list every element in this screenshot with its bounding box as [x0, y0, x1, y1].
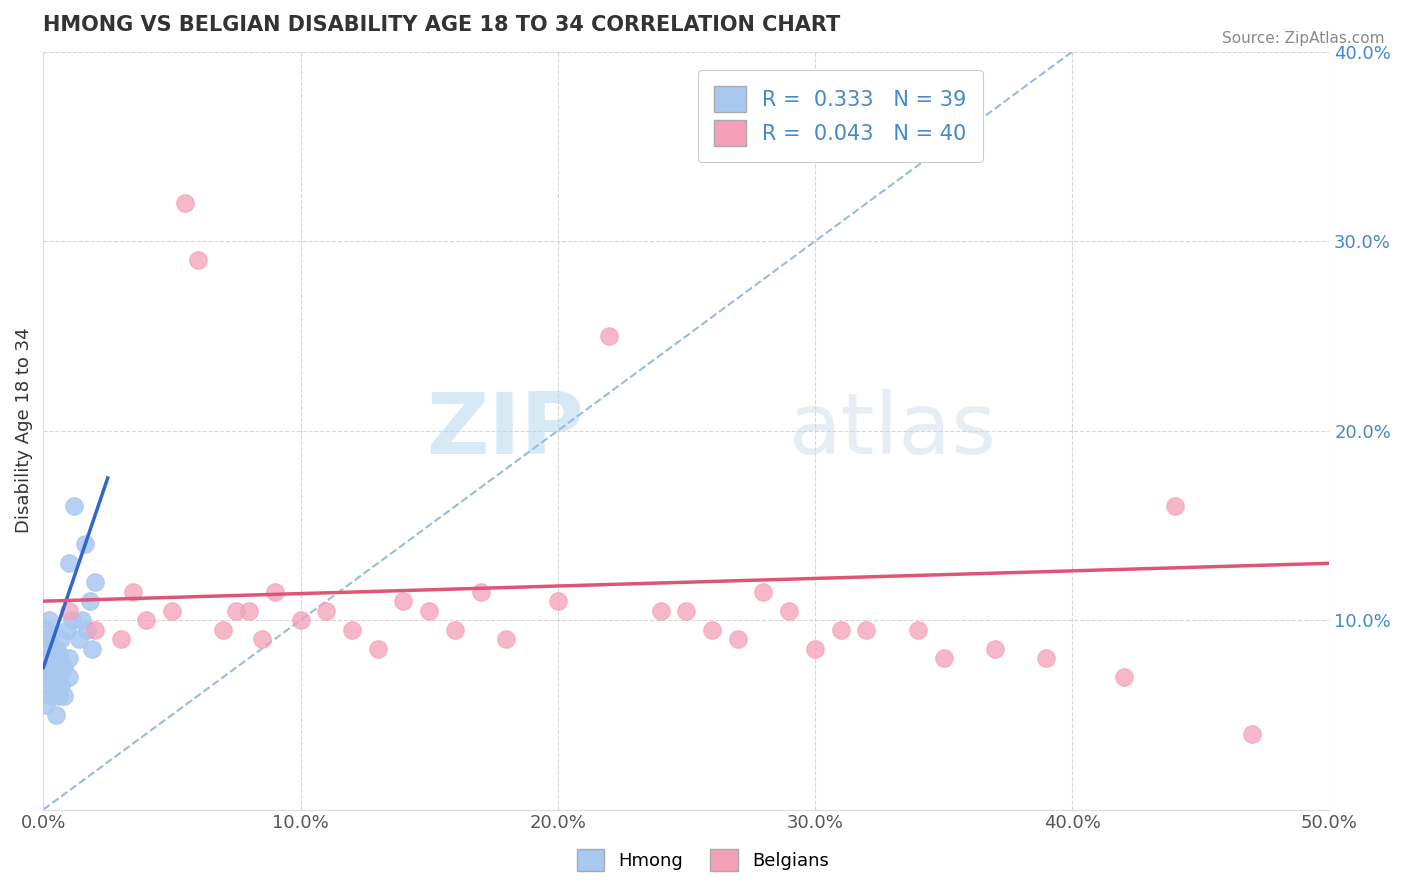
Point [122, 584, 145, 599]
Point [38, 613, 60, 627]
Point [444, 623, 467, 637]
Point [38, 660, 60, 674]
Point [135, 613, 157, 627]
Point [1164, 500, 1187, 514]
Point [547, 594, 569, 608]
Point [290, 613, 312, 627]
Point [67, 632, 90, 646]
Point [907, 623, 929, 637]
Point [35, 698, 58, 713]
Point [263, 584, 285, 599]
Point [470, 584, 492, 599]
Point [45, 707, 67, 722]
Point [53, 660, 76, 674]
Point [315, 604, 337, 618]
Point [70, 613, 93, 627]
Point [45, 641, 67, 656]
Point [51, 632, 73, 646]
Point [79, 594, 101, 608]
Point [58, 604, 80, 618]
Point [39, 670, 62, 684]
Point [250, 632, 273, 646]
Point [598, 329, 620, 343]
Text: Source: ZipAtlas.com: Source: ZipAtlas.com [1222, 31, 1385, 46]
Point [778, 604, 800, 618]
Point [1112, 670, 1135, 684]
Point [38, 680, 60, 694]
Point [932, 651, 955, 665]
Point [650, 604, 672, 618]
Text: HMONG VS BELGIAN DISABILITY AGE 18 TO 34 CORRELATION CHART: HMONG VS BELGIAN DISABILITY AGE 18 TO 34… [44, 15, 841, 35]
Point [804, 641, 827, 656]
Point [73, 537, 96, 551]
Text: atlas: atlas [789, 389, 997, 472]
Point [340, 623, 363, 637]
Point [76, 623, 98, 637]
Point [855, 623, 877, 637]
Point [42, 660, 65, 674]
Point [53, 689, 76, 703]
Point [45, 680, 67, 694]
Legend: Hmong, Belgians: Hmong, Belgians [569, 842, 837, 879]
Point [83, 623, 105, 637]
Point [58, 670, 80, 684]
Point [38, 632, 60, 646]
Point [45, 660, 67, 674]
Point [39, 651, 62, 665]
Point [58, 651, 80, 665]
Point [63, 500, 86, 514]
Point [83, 575, 105, 590]
Point [830, 623, 852, 637]
Point [48, 689, 70, 703]
Point [35, 670, 58, 684]
Point [58, 556, 80, 570]
Point [42, 680, 65, 694]
Point [187, 253, 209, 268]
Point [39, 689, 62, 703]
Point [495, 632, 517, 646]
Point [984, 641, 1007, 656]
Point [160, 604, 183, 618]
Point [82, 641, 104, 656]
Point [392, 594, 415, 608]
Text: ZIP: ZIP [426, 389, 583, 472]
Point [752, 584, 775, 599]
Y-axis label: Disability Age 18 to 34: Disability Age 18 to 34 [15, 328, 32, 533]
Point [225, 604, 247, 618]
Point [675, 604, 697, 618]
Point [48, 647, 70, 661]
Point [38, 651, 60, 665]
Point [367, 641, 389, 656]
Point [48, 670, 70, 684]
Point [1035, 651, 1057, 665]
Point [110, 632, 132, 646]
Legend: R =  0.333   N = 39, R =  0.043   N = 40: R = 0.333 N = 39, R = 0.043 N = 40 [697, 70, 983, 162]
Point [212, 623, 235, 637]
Point [35, 641, 58, 656]
Point [418, 604, 440, 618]
Point [42, 641, 65, 656]
Point [55, 623, 77, 637]
Point [173, 196, 195, 211]
Point [35, 623, 58, 637]
Point [727, 632, 749, 646]
Point [700, 623, 723, 637]
Point [51, 680, 73, 694]
Point [238, 604, 260, 618]
Point [1241, 727, 1264, 741]
Point [60, 613, 83, 627]
